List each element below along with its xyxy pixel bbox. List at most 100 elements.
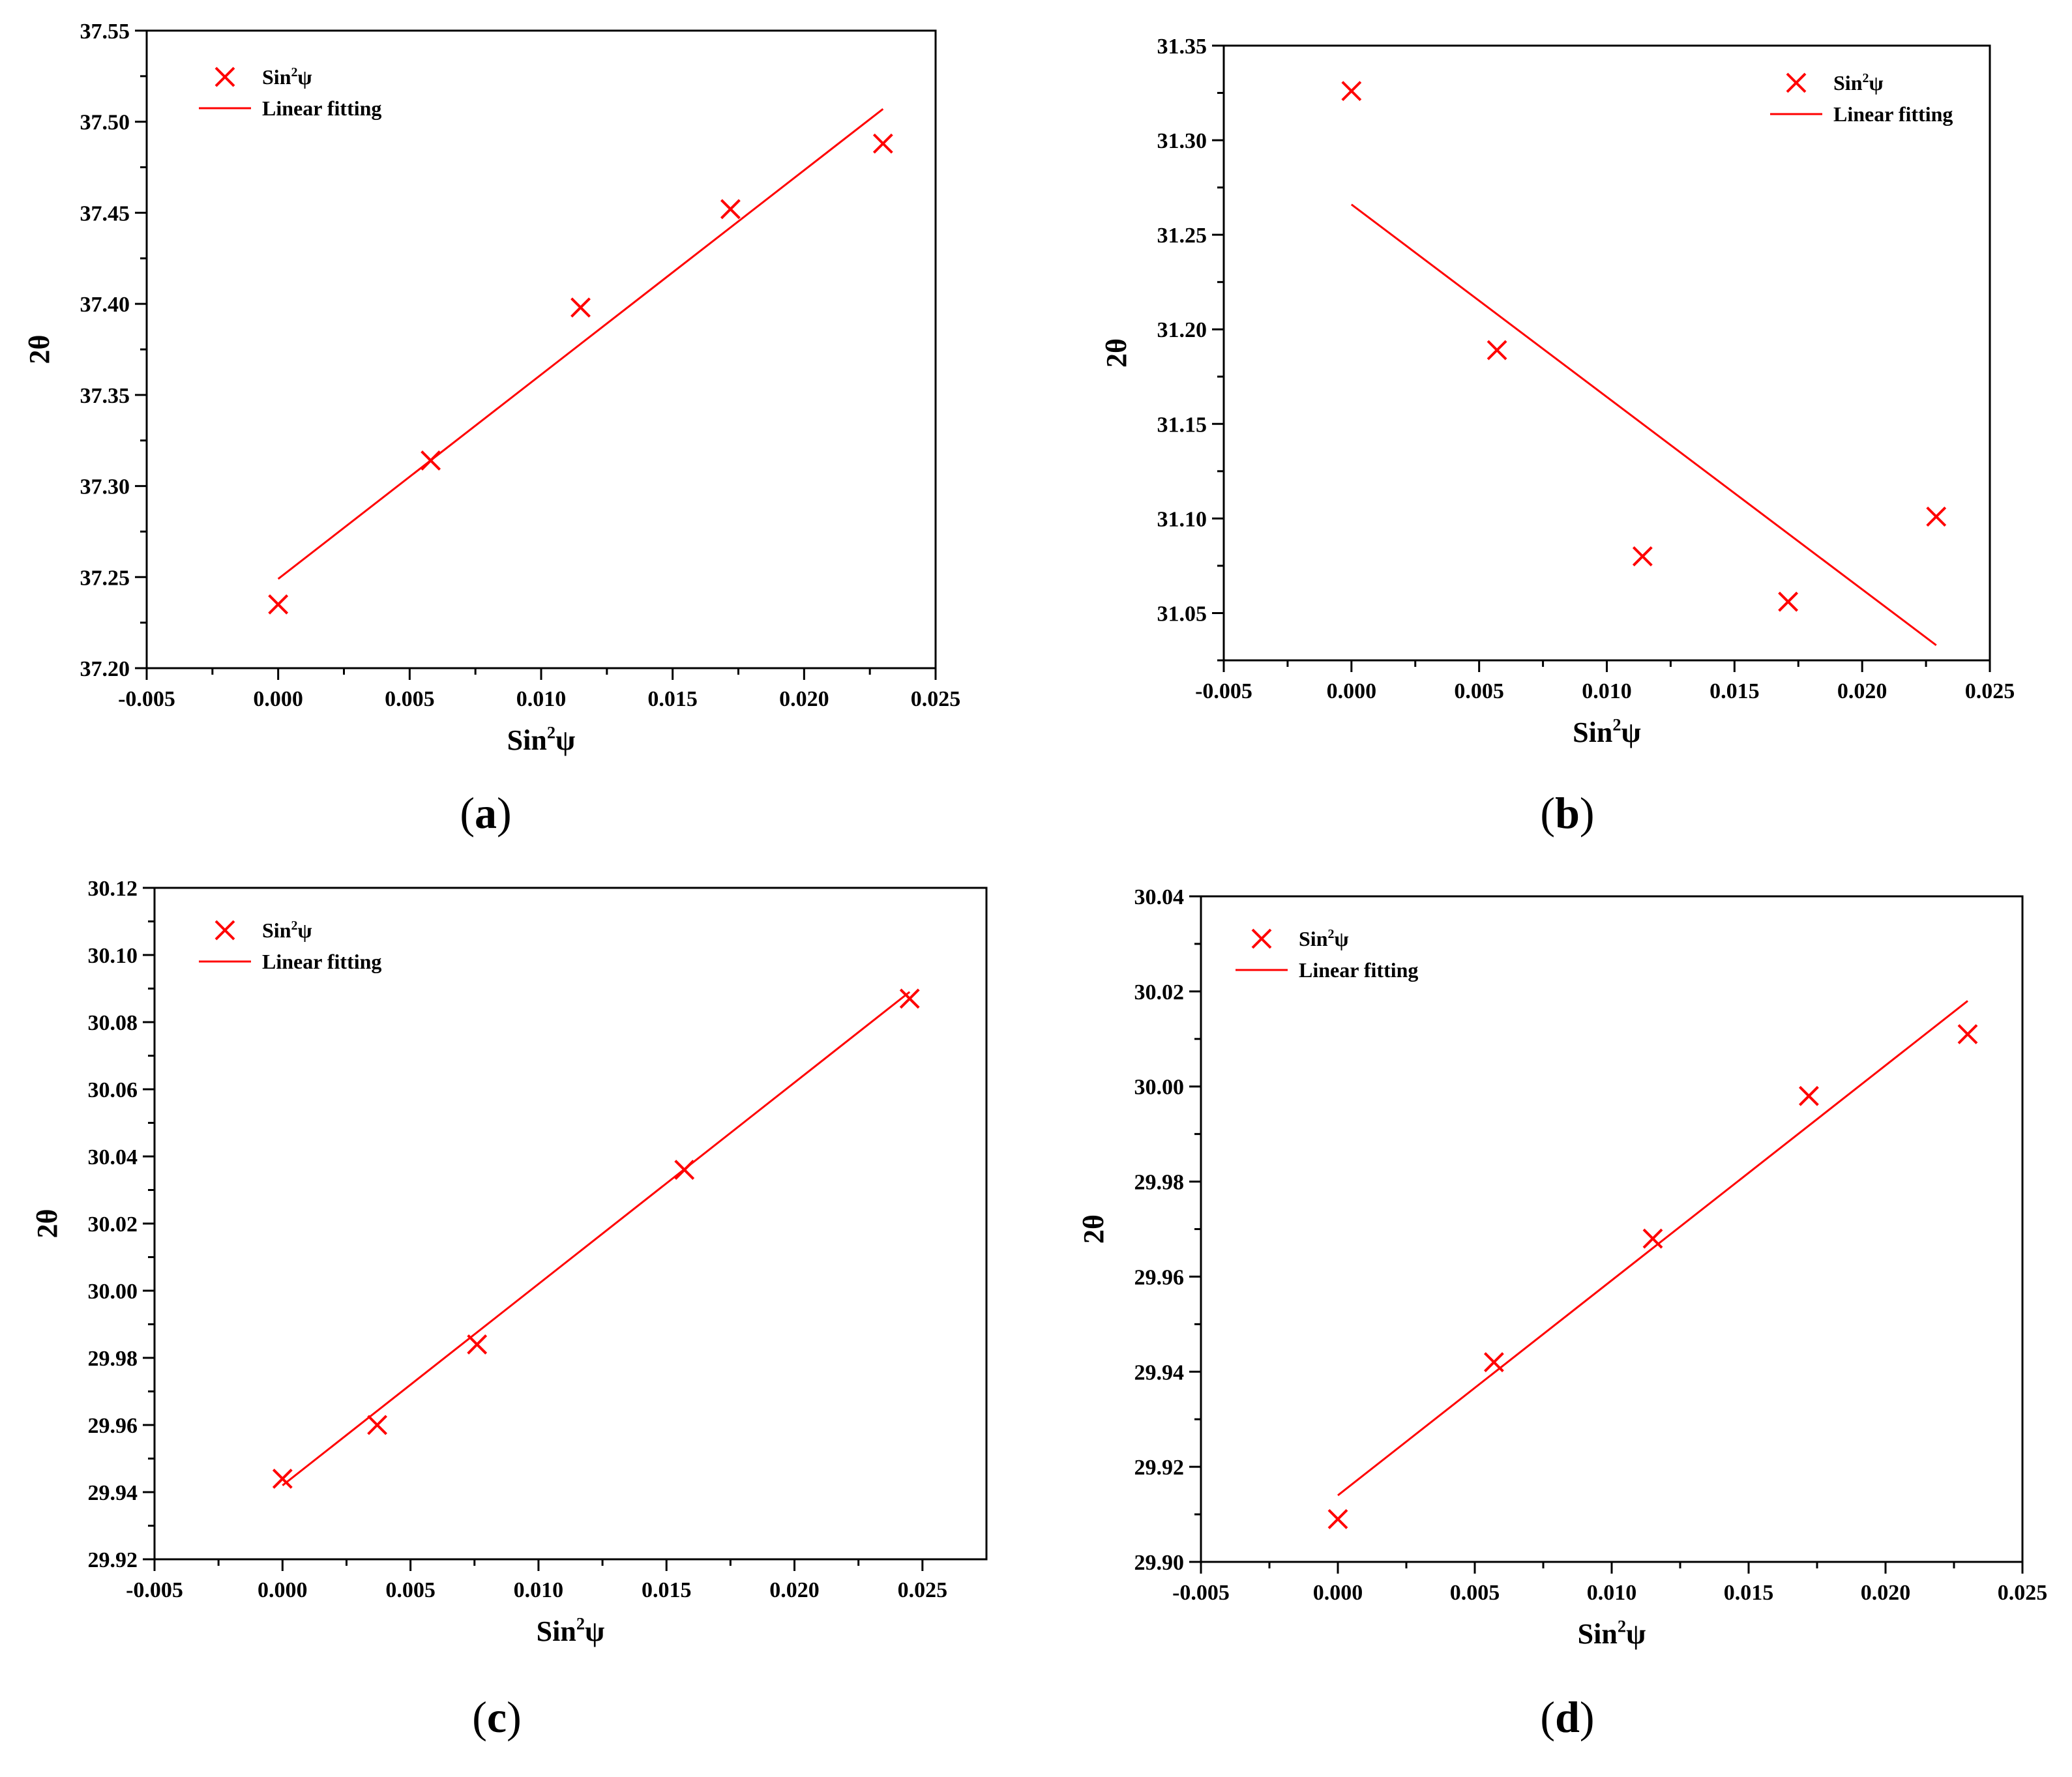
x-tick-label: 0.015 [647, 687, 698, 711]
x-axis-title: Sin2ψ [1573, 714, 1641, 748]
x-tick-label: 0.025 [911, 687, 961, 711]
fit-line [277, 108, 884, 580]
data-point [1327, 1508, 1348, 1529]
x-tick-label: -0.005 [118, 687, 175, 711]
panel-caption: (b) [1540, 788, 1594, 838]
panel-caption: (d) [1540, 1692, 1594, 1742]
x-tick-label: 0.010 [516, 687, 567, 711]
data-point [1778, 591, 1798, 612]
x-tick-label: 0.005 [385, 687, 435, 711]
y-tick-label: 31.25 [1157, 224, 1207, 248]
y-tick-label: 29.96 [1134, 1265, 1185, 1289]
x-tick-label: 0.020 [779, 687, 829, 711]
x-tick-label: -0.005 [126, 1578, 183, 1602]
data-point [1957, 1024, 1978, 1044]
plot-frame [153, 887, 988, 1561]
legend-label: Sin2ψ [262, 65, 312, 89]
y-tick-label: 31.35 [1157, 35, 1207, 59]
x-tick-label: 0.025 [898, 1578, 948, 1602]
legend: Sin2ψ Linear fitting [1770, 71, 1953, 126]
panel-b: -0.005 0.000 0.005 0.010 0.015 0.020 0.025 31.0… [1101, 35, 2015, 838]
legend-label: Linear fitting [262, 950, 381, 973]
panel-c: -0.005 0.000 0.005 0.010 0.015 0.020 0.025 29.9… [31, 877, 988, 1742]
legend-marker [215, 920, 235, 941]
plot-frame [1200, 895, 2024, 1563]
y-tick-label: 31.10 [1157, 507, 1207, 531]
data-point [720, 199, 741, 220]
data-point [570, 297, 591, 318]
data-point [268, 594, 289, 615]
y-tick-label: 37.30 [80, 475, 130, 499]
x-tick-label: 0.005 [1454, 679, 1504, 703]
x-tick-label: -0.005 [1195, 679, 1252, 703]
x-tick-label: 0.020 [1861, 1581, 1911, 1605]
y-tick-label: 30.04 [88, 1145, 138, 1169]
x-tick-label: 0.020 [1837, 679, 1887, 703]
data-point [899, 988, 920, 1009]
y-axis-title: 2θ [23, 335, 55, 364]
y-axis-title: 2θ [1101, 338, 1132, 368]
legend: Sin2ψ Linear fitting [199, 918, 381, 973]
panel-caption: (a) [460, 788, 511, 838]
panel-caption: (c) [472, 1692, 522, 1742]
legend-label: Sin2ψ [1833, 71, 1884, 95]
y-tick-label: 29.98 [1134, 1171, 1185, 1195]
y-tick-label: 37.25 [80, 566, 130, 590]
panel-d: -0.005 0.000 0.005 0.010 0.015 0.020 0.025 29.9… [1078, 885, 2047, 1742]
data-point [1798, 1085, 1819, 1106]
y-tick-label: 29.94 [1134, 1360, 1185, 1385]
y-tick-label: 30.08 [88, 1011, 138, 1035]
legend: Sin2ψ Linear fitting [199, 65, 381, 120]
y-tick-label: 31.05 [1157, 602, 1207, 626]
legend-label: Sin2ψ [262, 918, 312, 942]
y-axis-title: 2θ [1078, 1214, 1110, 1244]
x-tick-label: 0.025 [1965, 679, 2015, 703]
data-point [272, 1468, 293, 1489]
legend-label: Linear fitting [262, 96, 381, 120]
x-tick-label: 0.015 [642, 1578, 692, 1602]
plot-frame [145, 29, 937, 669]
y-tick-label: 37.55 [80, 20, 130, 44]
x-tick-label: 0.010 [514, 1578, 564, 1602]
data-point [1341, 81, 1362, 102]
data-point [1926, 507, 1947, 527]
y-tick-label: 37.20 [80, 657, 130, 681]
x-tick-label: 0.015 [1709, 679, 1760, 703]
x-tick-label: 0.020 [769, 1578, 820, 1602]
y-tick-label: 37.45 [80, 201, 130, 226]
y-tick-label: 30.00 [1134, 1076, 1185, 1100]
x-axis-title: Sin2ψ [1578, 1616, 1646, 1650]
x-tick-label: 0.025 [1998, 1581, 2048, 1605]
data-point [1487, 340, 1507, 360]
y-tick-label: 30.02 [88, 1212, 138, 1237]
y-tick-label: 31.20 [1157, 318, 1207, 342]
data-point [1642, 1228, 1663, 1249]
y-tick-label: 29.98 [88, 1347, 138, 1371]
y-tick-label: 31.15 [1157, 413, 1207, 437]
legend-label: Linear fitting [1833, 102, 1953, 126]
plot-frame [1222, 44, 1991, 662]
data-point [1632, 546, 1653, 566]
y-tick-label: 29.96 [88, 1414, 138, 1438]
x-tick-label: 0.000 [1313, 1581, 1363, 1605]
y-tick-label: 37.40 [80, 293, 130, 317]
legend-label: Sin2ψ [1299, 927, 1349, 950]
x-tick-label: -0.005 [1172, 1581, 1230, 1605]
legend-label: Linear fitting [1299, 958, 1418, 982]
y-tick-label: 29.92 [1134, 1456, 1185, 1480]
fit-line [1350, 203, 1937, 646]
y-tick-label: 30.10 [88, 944, 138, 968]
data-point [367, 1415, 387, 1435]
y-tick-label: 29.94 [88, 1481, 138, 1505]
y-axis-title: 2θ [31, 1209, 63, 1239]
x-tick-label: 0.000 [258, 1578, 308, 1602]
legend-marker [1786, 72, 1807, 93]
y-tick-label: 29.92 [88, 1548, 138, 1572]
panel-a: -0.005 0.000 0.005 0.010 0.015 0.020 0.025 37.2… [23, 20, 960, 838]
y-tick-label: 37.50 [80, 111, 130, 135]
data-point [872, 133, 893, 154]
x-axis-title: Sin2ψ [537, 1613, 605, 1647]
x-tick-label: 0.000 [1327, 679, 1377, 703]
x-axis-title: Sin2ψ [507, 722, 576, 756]
